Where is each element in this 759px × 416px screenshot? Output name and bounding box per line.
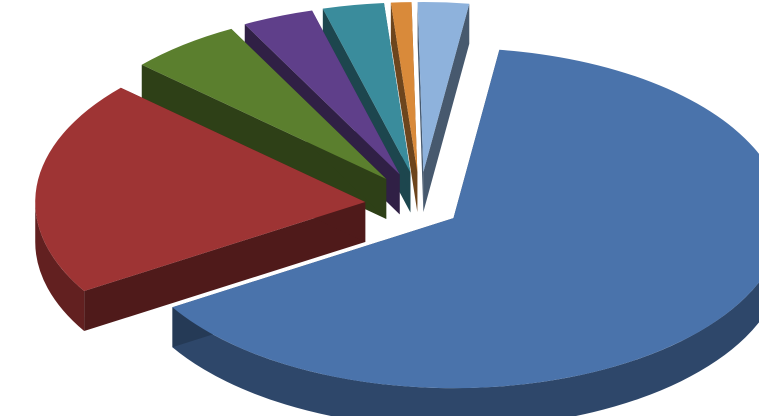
pie-slice-wall — [141, 64, 387, 219]
pie-slice-wall — [423, 3, 470, 213]
pie-slice-top — [35, 87, 366, 292]
pie-slice-7 — [417, 2, 470, 213]
pie-slice-2 — [35, 87, 366, 332]
pie-slice-6 — [390, 2, 418, 213]
pie-slice-top — [390, 2, 418, 173]
pie-slice-3 — [141, 28, 387, 219]
pie-slice-wall — [417, 2, 424, 213]
pie-slice-top — [172, 49, 759, 389]
pie-slice-wall — [84, 201, 366, 332]
pie-slice-rim — [35, 201, 85, 332]
pie-slice-rim — [172, 282, 759, 416]
pie-slice-top — [244, 10, 400, 175]
pie-slice-top — [322, 3, 411, 173]
pie-slice-1 — [172, 49, 759, 416]
pie-slice-top — [417, 2, 470, 173]
pie-slice-top — [141, 28, 387, 179]
pie-slice-wall — [390, 2, 418, 213]
